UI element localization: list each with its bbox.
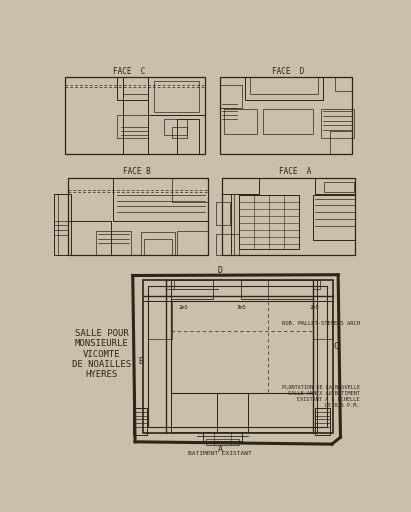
Text: FACE  A: FACE A <box>279 167 312 176</box>
Bar <box>143 280 332 433</box>
Bar <box>155 81 199 112</box>
Bar <box>65 77 123 154</box>
Bar <box>177 119 199 154</box>
Bar <box>141 232 175 255</box>
Text: FACE  C: FACE C <box>113 67 145 76</box>
Bar <box>312 280 320 289</box>
Bar <box>148 77 205 115</box>
Bar <box>312 301 332 339</box>
Bar <box>148 301 171 339</box>
Text: BATIMENT EXISTANT: BATIMENT EXISTANT <box>189 451 252 456</box>
Bar <box>171 179 208 202</box>
Bar <box>220 77 352 154</box>
Text: SALLE POUR
MONSIEURLE
VICOMTE
DE NOAILLES
HYERES: SALLE POUR MONSIEURLE VICOMTE DE NOAILLE… <box>72 329 131 379</box>
Bar <box>113 179 208 221</box>
Text: FACE B: FACE B <box>123 167 150 176</box>
Text: C: C <box>333 342 338 351</box>
Bar <box>144 239 171 255</box>
Bar <box>220 84 242 108</box>
Bar <box>222 179 355 255</box>
Bar <box>148 115 205 154</box>
Bar <box>117 115 148 138</box>
Bar <box>239 196 299 249</box>
Bar <box>123 77 148 94</box>
Bar <box>224 109 257 134</box>
Bar <box>171 280 213 300</box>
Bar <box>203 432 242 441</box>
Bar <box>335 77 352 91</box>
Bar <box>171 301 312 393</box>
Text: D: D <box>218 266 223 274</box>
Bar <box>241 280 312 300</box>
Bar <box>263 109 313 134</box>
Text: A: A <box>218 445 223 454</box>
Bar <box>248 393 312 432</box>
Bar <box>217 393 248 432</box>
Text: 2m5: 2m5 <box>310 305 320 310</box>
Text: ROB. MALLET-STEVENS ARCH: ROB. MALLET-STEVENS ARCH <box>282 321 360 326</box>
Bar <box>68 179 208 255</box>
Bar <box>166 280 174 289</box>
Bar <box>54 194 71 255</box>
Bar <box>330 131 352 154</box>
Bar <box>133 408 147 435</box>
Bar <box>321 109 353 138</box>
Bar <box>250 77 318 94</box>
Bar <box>216 234 239 255</box>
Bar <box>315 408 330 435</box>
Bar <box>313 196 355 240</box>
Bar <box>216 202 230 225</box>
Bar <box>324 182 353 191</box>
Bar <box>68 221 111 255</box>
Bar <box>177 231 208 255</box>
Text: PLANTATION DE LA NOUVELLE
SALLE ANNEX AU BATIMENT
EXISTANT A L ECHELLE
DE 0,5 P.: PLANTATION DE LA NOUVELLE SALLE ANNEX AU… <box>282 385 360 408</box>
Bar <box>65 77 205 154</box>
Bar <box>171 127 187 138</box>
Bar <box>164 119 187 135</box>
Text: FACE  D: FACE D <box>272 67 304 76</box>
Bar <box>148 286 327 427</box>
Text: 7m5: 7m5 <box>236 305 246 310</box>
Text: 2m5: 2m5 <box>178 305 188 310</box>
Bar <box>245 77 323 100</box>
Bar <box>117 77 148 100</box>
Text: B: B <box>138 357 143 366</box>
Bar <box>171 393 217 432</box>
Bar <box>222 179 259 194</box>
Bar <box>206 439 239 445</box>
Bar <box>96 231 131 255</box>
Bar <box>315 179 355 194</box>
